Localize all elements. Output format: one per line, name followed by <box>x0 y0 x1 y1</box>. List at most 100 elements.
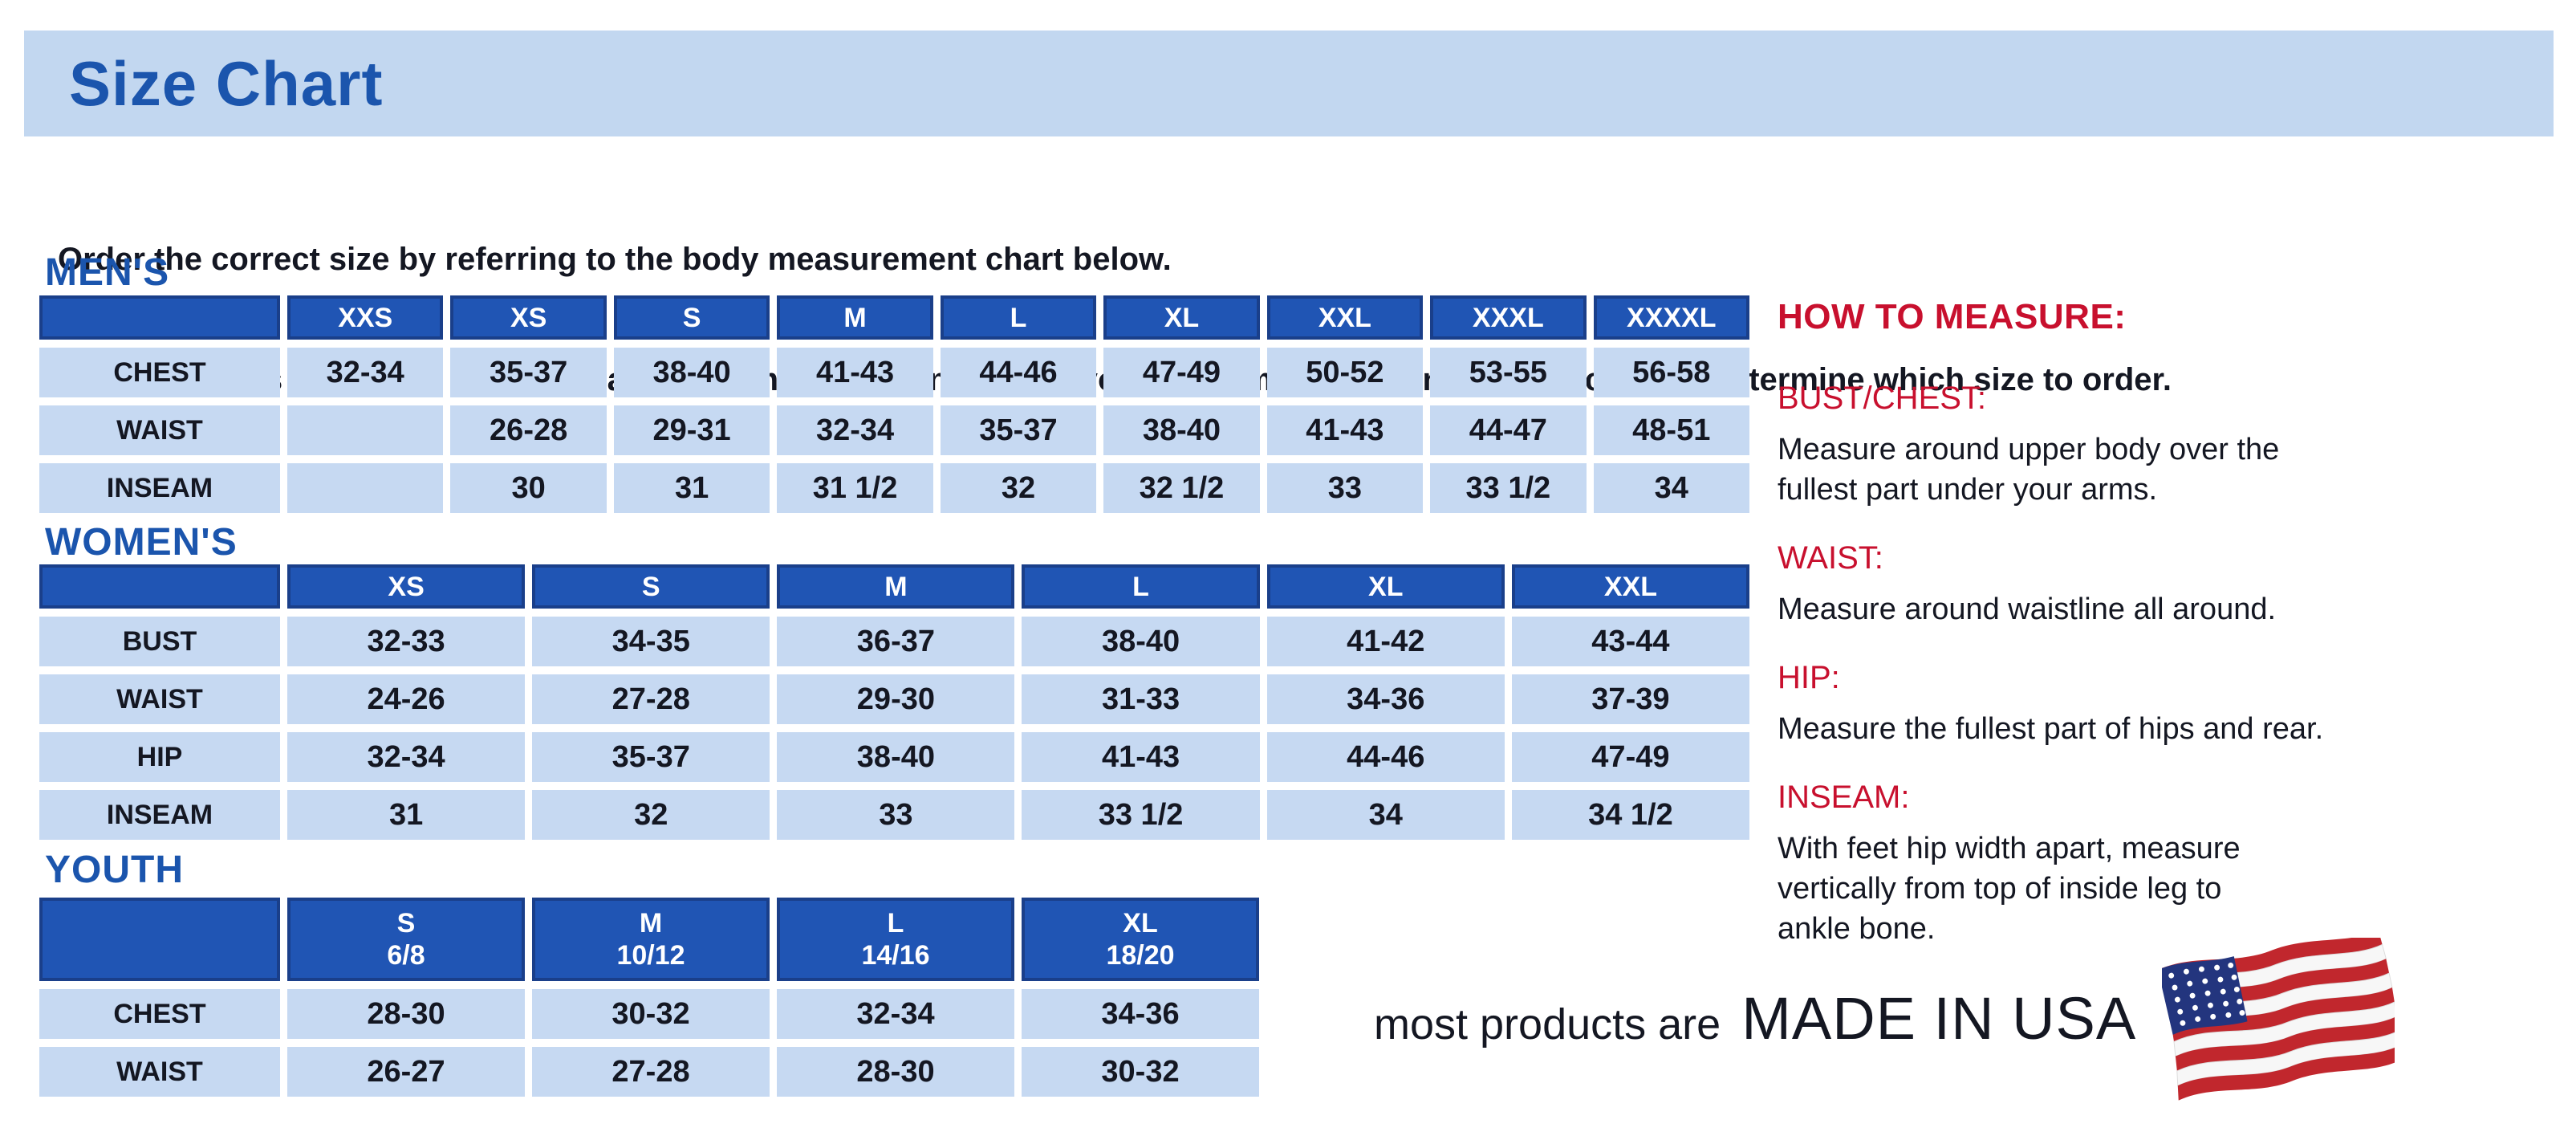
size-column-header: S <box>532 564 770 609</box>
htm-text-bust-chest: Measure around upper body over the fulle… <box>1778 433 2280 507</box>
size-column-header-line: M <box>639 908 663 939</box>
size-column-header: S 6/8 <box>287 898 525 981</box>
size-value-cell: 37-39 <box>1511 674 1749 724</box>
size-value-cell: 32-34 <box>287 348 444 397</box>
row-label: BUST <box>39 617 280 666</box>
size-value-cell: 32 <box>532 790 770 840</box>
row-label: WAIST <box>39 1047 280 1097</box>
size-column-header: XXXXL <box>1593 295 1749 340</box>
size-value-cell: 31 1/2 <box>777 463 933 513</box>
size-value-cell: 44-46 <box>940 348 1097 397</box>
size-column-header: L 14/16 <box>777 898 1014 981</box>
size-value-cell: 34-36 <box>1266 674 1505 724</box>
size-value-cell: 34 <box>1266 790 1505 840</box>
htm-item-waist: WAIST: Measure around waistline all arou… <box>1778 540 2548 629</box>
size-value-cell: 34-35 <box>532 617 770 666</box>
size-value-cell: 41-43 <box>1266 405 1424 455</box>
size-column-header: M <box>777 564 1015 609</box>
made-in-usa-prefix: most products are <box>1374 1000 1721 1049</box>
how-to-measure-title: HOW TO MEASURE: <box>1778 297 2127 336</box>
size-column-header: XL <box>1103 295 1260 340</box>
size-value-cell: 34 <box>1593 463 1749 513</box>
corner-cell <box>39 295 280 340</box>
size-value-cell: 47-49 <box>1511 732 1749 782</box>
size-column-header-line: 10/12 <box>616 940 685 971</box>
htm-item-bust: BUST/CHEST: Measure around upper body ov… <box>1778 381 2548 510</box>
size-value-cell: 38-40 <box>613 348 770 397</box>
corner-cell <box>39 564 280 609</box>
row-label: WAIST <box>39 405 280 455</box>
mens-section-title: MEN'S <box>45 251 170 294</box>
size-column-header: M <box>777 295 933 340</box>
size-value-cell: 33 1/2 <box>1430 463 1587 513</box>
htm-text-hip: Measure the fullest part of hips and rea… <box>1778 712 2324 746</box>
size-value-cell: 28-30 <box>777 1047 1014 1097</box>
htm-item-hip: HIP: Measure the fullest part of hips an… <box>1778 660 2548 749</box>
row-label: INSEAM <box>39 790 280 840</box>
row-label: INSEAM <box>39 463 280 513</box>
size-value-cell: 41-42 <box>1266 617 1505 666</box>
size-column-header-line: 14/16 <box>861 940 930 971</box>
size-value-cell: 50-52 <box>1266 348 1424 397</box>
size-value-cell: 30-32 <box>1022 1047 1259 1097</box>
size-column-header: L <box>940 295 1097 340</box>
made-in-usa-line: most products are MADE IN USA <box>1374 984 2136 1053</box>
size-value-cell: 34 1/2 <box>1511 790 1749 840</box>
size-column-header: S <box>613 295 770 340</box>
youth-size-table: S 6/8 M 10/12 L 14/16 XL 18/20 CHEST 28-30 30-32 32… <box>39 898 1259 1097</box>
size-column-header: XXS <box>287 295 444 340</box>
row-label: HIP <box>39 732 280 782</box>
htm-text-waist: Measure around waistline all around. <box>1778 592 2277 626</box>
size-column-header-line: S <box>396 908 416 939</box>
size-column-header: XL 18/20 <box>1022 898 1259 981</box>
htm-heading-hip: HIP: <box>1778 660 1840 695</box>
size-value-cell: 31 <box>613 463 770 513</box>
size-value-cell: 26-28 <box>450 405 607 455</box>
made-in-usa-label: MADE IN USA <box>1741 985 2137 1052</box>
size-value-cell <box>287 405 444 455</box>
size-value-cell: 32-34 <box>777 989 1014 1039</box>
size-value-cell: 35-37 <box>450 348 607 397</box>
size-value-cell: 32-34 <box>287 732 526 782</box>
corner-cell <box>39 898 280 981</box>
size-value-cell: 38-40 <box>1103 405 1260 455</box>
htm-heading-waist: WAIST: <box>1778 540 1883 576</box>
size-value-cell: 56-58 <box>1593 348 1749 397</box>
size-value-cell: 29-30 <box>777 674 1015 724</box>
size-value-cell: 36-37 <box>777 617 1015 666</box>
size-value-cell: 44-46 <box>1266 732 1505 782</box>
womens-size-table: XS S M L XL XXL BUST 32-33 34-35 36-37 38-40 41-42 4… <box>39 564 1749 840</box>
size-value-cell: 44-47 <box>1430 405 1587 455</box>
size-value-cell: 43-44 <box>1511 617 1749 666</box>
size-value-cell: 30-32 <box>532 989 770 1039</box>
womens-section-title: WOMEN'S <box>45 521 238 564</box>
size-value-cell <box>287 463 444 513</box>
size-value-cell: 38-40 <box>777 732 1015 782</box>
size-column-header-line: XL <box>1123 908 1158 939</box>
row-label: CHEST <box>39 989 280 1039</box>
youth-section-title: YOUTH <box>45 849 184 891</box>
intro-line-1: Order the correct size by referring to t… <box>58 242 1172 277</box>
size-value-cell: 47-49 <box>1103 348 1260 397</box>
size-value-cell: 41-43 <box>1022 732 1260 782</box>
size-value-cell: 35-37 <box>940 405 1097 455</box>
size-value-cell: 24-26 <box>287 674 526 724</box>
size-column-header-line: 18/20 <box>1106 940 1175 971</box>
page-title: Size Chart <box>69 47 384 119</box>
htm-item-inseam: INSEAM: With feet hip width apart, measu… <box>1778 780 2548 949</box>
size-column-header: XXXL <box>1430 295 1587 340</box>
size-value-cell: 28-30 <box>287 989 525 1039</box>
size-column-header: XXL <box>1266 295 1424 340</box>
us-flag-icon <box>2162 938 2395 1101</box>
size-column-header-line: 6/8 <box>387 940 425 971</box>
size-column-header: M 10/12 <box>532 898 770 981</box>
htm-text-inseam: With feet hip width apart, measure verti… <box>1778 832 2241 946</box>
mens-size-table: XXS XS S M L XL XXL XXXL XXXXL CHEST 32-34 35-37 38-… <box>39 295 1749 513</box>
page-header-banner: Size Chart <box>24 31 2554 136</box>
size-value-cell: 33 <box>777 790 1015 840</box>
size-value-cell: 48-51 <box>1593 405 1749 455</box>
size-value-cell: 27-28 <box>532 674 770 724</box>
size-value-cell: 26-27 <box>287 1047 525 1097</box>
size-value-cell: 32-34 <box>777 405 933 455</box>
